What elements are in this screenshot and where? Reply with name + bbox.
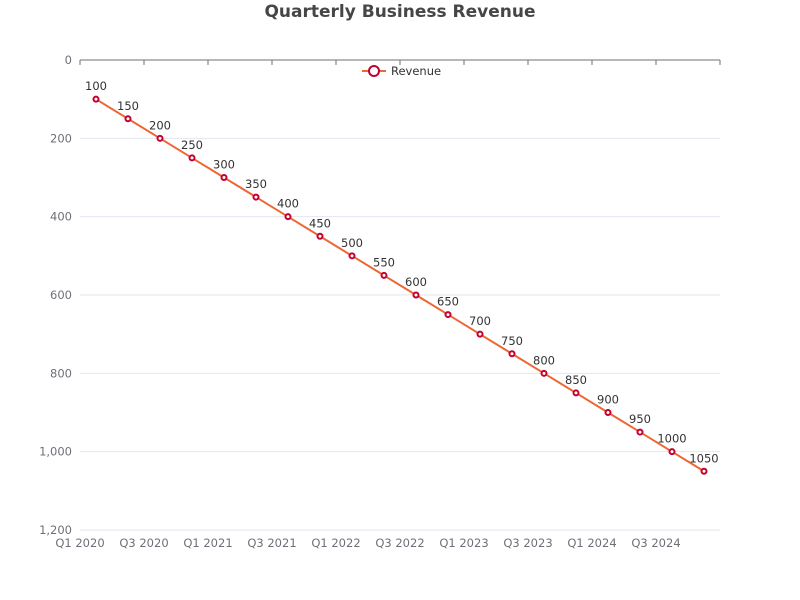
data-label: 250	[181, 138, 203, 152]
data-point	[508, 350, 516, 358]
data-point	[92, 95, 100, 103]
y-tick-label: 800	[50, 366, 72, 380]
data-label: 100	[85, 79, 107, 93]
data-label: 850	[565, 373, 587, 387]
data-label: 750	[501, 334, 523, 348]
x-tick-label: Q1 2021	[183, 536, 232, 550]
data-label: 200	[149, 118, 171, 132]
data-point	[124, 115, 132, 123]
data-point	[156, 134, 164, 142]
data-label: 650	[437, 295, 459, 309]
x-tick-label: Q3 2022	[375, 536, 424, 550]
data-label: 300	[213, 158, 235, 172]
data-point	[284, 213, 292, 221]
series-line-revenue	[95, 98, 705, 473]
x-tick-label: Q1 2022	[311, 536, 360, 550]
chart-title: Quarterly Business Revenue	[264, 2, 536, 22]
data-label: 800	[533, 353, 555, 367]
data-point	[444, 311, 452, 319]
data-label: 350	[245, 177, 267, 191]
data-label: 600	[405, 275, 427, 289]
data-label: 900	[597, 393, 619, 407]
legend-label-revenue: Revenue	[391, 64, 441, 78]
data-point	[252, 193, 260, 201]
data-point	[604, 409, 612, 416]
y-tick-label: 200	[50, 131, 72, 145]
x-tick-label: Q1 2020	[55, 536, 104, 550]
y-tick-label: 400	[50, 210, 72, 224]
data-label: 950	[629, 412, 651, 426]
data-point	[412, 291, 420, 299]
data-point	[700, 467, 708, 475]
data-label: 150	[117, 99, 139, 113]
data-label: 400	[277, 197, 299, 211]
data-label: 1050	[689, 451, 718, 465]
x-tick-label: Q3 2024	[631, 536, 680, 550]
data-label: 550	[373, 255, 395, 269]
x-tick-label: Q3 2021	[247, 536, 296, 550]
legend-marker	[368, 65, 380, 77]
data-point	[316, 232, 324, 240]
data-point	[476, 330, 484, 338]
x-tick-label: Q1 2023	[439, 536, 488, 550]
data-label: 500	[341, 236, 363, 250]
y-tick-label: 1,200	[39, 523, 72, 537]
data-point	[380, 271, 388, 279]
data-label: 700	[469, 314, 491, 328]
data-point	[636, 428, 644, 436]
data-label: 450	[309, 216, 331, 230]
data-point	[348, 252, 356, 260]
data-point	[572, 389, 580, 397]
data-point	[668, 448, 676, 456]
data-label: 1000	[657, 432, 686, 446]
y-tick-label: 600	[50, 288, 72, 302]
y-tick-label: 1,000	[39, 445, 72, 459]
data-point	[220, 174, 228, 181]
data-point	[188, 154, 196, 162]
x-tick-label: Q3 2020	[119, 536, 168, 550]
y-tick-label: 0	[65, 53, 72, 67]
x-tick-label: Q1 2024	[567, 536, 616, 550]
x-tick-label: Q3 2023	[503, 536, 552, 550]
data-point	[540, 369, 548, 377]
